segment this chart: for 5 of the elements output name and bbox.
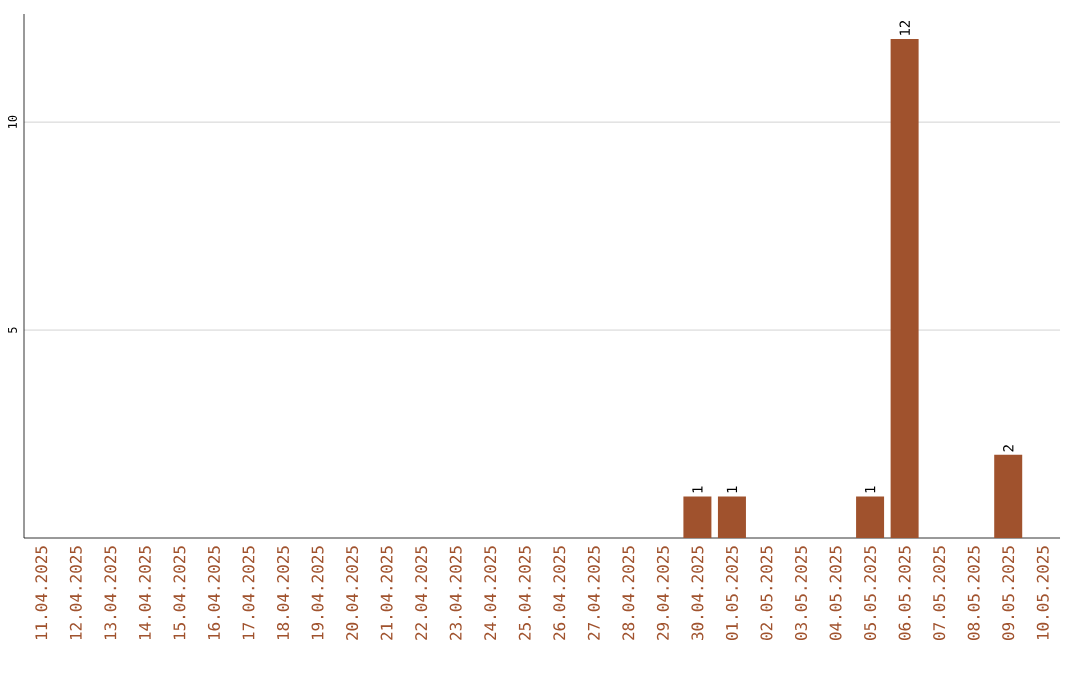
bar (683, 496, 712, 538)
bar (994, 454, 1023, 538)
bar (856, 496, 885, 538)
bar (717, 496, 746, 538)
bar (890, 38, 919, 538)
